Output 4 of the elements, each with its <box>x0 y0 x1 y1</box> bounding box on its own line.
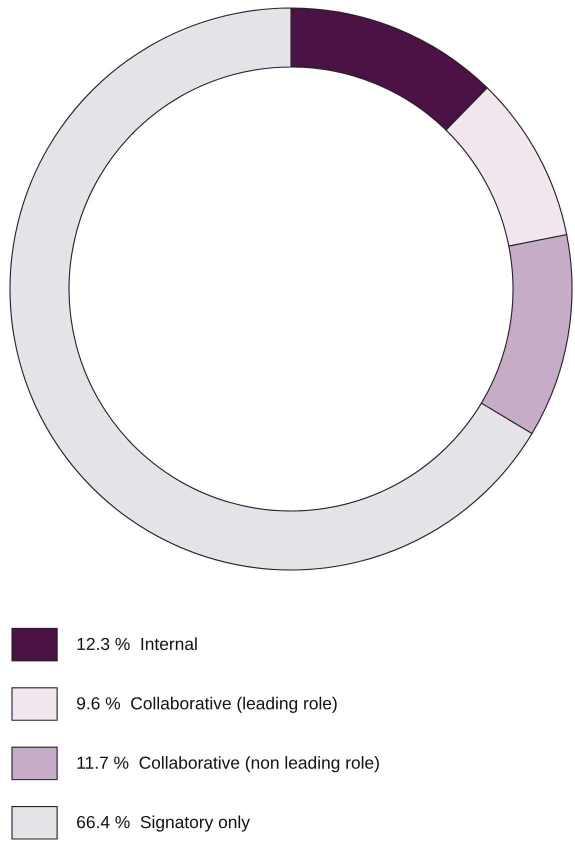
legend-label: 11.7 % Collaborative (non leading role) <box>78 756 379 772</box>
legend-label: 9.6 % Collaborative (leading role) <box>77 696 337 713</box>
legend-label: 12.3 % Internal <box>78 637 197 650</box>
legend-label: 66.4 % Signatory only <box>77 815 250 832</box>
